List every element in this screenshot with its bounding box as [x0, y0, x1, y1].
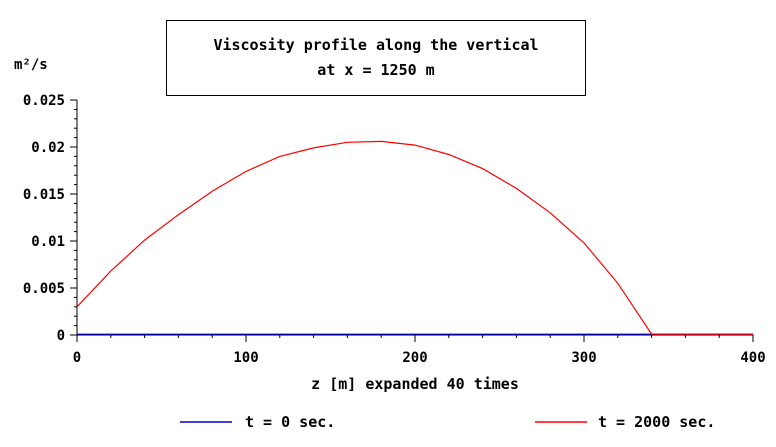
title-box: Viscosity profile along the vertical at …	[166, 20, 586, 96]
chart-title-line-1: Viscosity profile along the vertical	[213, 36, 538, 54]
y-tick-label: 0	[57, 328, 65, 344]
y-tick-label: 0.01	[31, 234, 65, 250]
x-axis-label: z [m] expanded 40 times	[311, 375, 519, 393]
legend-label-2: t = 2000 sec.	[598, 413, 715, 431]
y-tick-label: 0.025	[23, 93, 65, 109]
x-tick-label: 0	[73, 350, 81, 366]
x-tick-label: 200	[402, 350, 427, 366]
x-tick-label: 100	[233, 350, 258, 366]
plot-series	[76, 140, 753, 335]
y-tick-label: 0.02	[31, 140, 65, 156]
y-tick-label: 0.015	[23, 187, 65, 203]
legend-label-1: t = 0 sec.	[245, 413, 335, 431]
y-tick-label: 0.005	[23, 281, 65, 297]
x-tick-label: 400	[740, 350, 765, 366]
legend: t = 0 sec. t = 2000 sec.	[180, 413, 715, 431]
series-line-2	[76, 140, 753, 335]
axes	[76, 100, 753, 336]
y-axis-label: m²/s	[14, 57, 48, 73]
y-axis-ticks: 0 0.005 0.01 0.015 0.02 0.025	[23, 93, 77, 344]
x-axis-ticks: 0 100 200 300 400	[73, 335, 766, 366]
chart-title-line-2: at x = 1250 m	[317, 61, 434, 79]
title-frame	[166, 20, 586, 96]
x-tick-label: 300	[571, 350, 596, 366]
